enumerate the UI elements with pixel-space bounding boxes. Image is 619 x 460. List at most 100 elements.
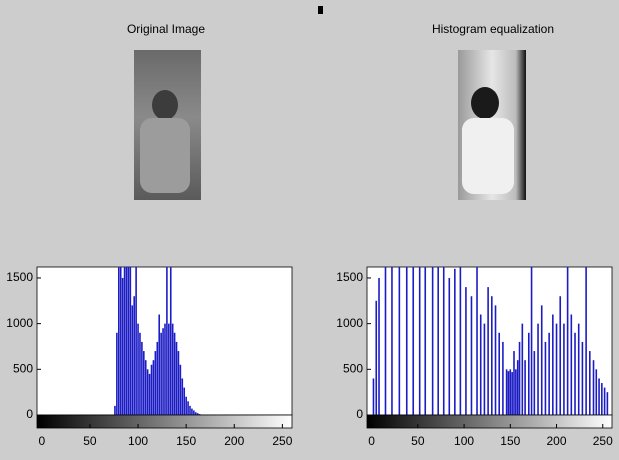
bar [424, 267, 427, 415]
bar [123, 267, 126, 415]
bar [372, 378, 375, 415]
bar [577, 323, 580, 415]
bar [459, 267, 462, 415]
bar [156, 341, 159, 415]
bar [544, 341, 547, 415]
bar [171, 323, 174, 415]
bar [179, 364, 182, 415]
bar [146, 369, 149, 415]
bar [454, 268, 456, 415]
bar [185, 396, 187, 415]
y-tick-label: 1500 [336, 270, 363, 284]
bar [570, 314, 573, 415]
bar [198, 414, 201, 415]
bar [574, 332, 576, 415]
bar [114, 405, 116, 415]
bar [476, 267, 478, 415]
y-tick-label: 0 [356, 407, 363, 421]
bar [162, 328, 164, 415]
bar [152, 360, 155, 415]
bar [405, 267, 408, 415]
bar [581, 341, 584, 415]
bar [154, 351, 157, 415]
bar [131, 305, 134, 415]
bar [559, 296, 562, 415]
bar [518, 341, 521, 415]
bar [144, 360, 147, 415]
bar [513, 351, 515, 415]
bar [121, 277, 124, 415]
bar [375, 300, 378, 415]
x-tick-label: 100 [128, 434, 148, 448]
bar [169, 267, 172, 415]
bar [511, 372, 513, 415]
bar [585, 267, 587, 415]
y-tick-label: 1000 [6, 316, 33, 330]
bar [533, 351, 536, 415]
bar [470, 296, 473, 415]
image-detail [152, 90, 178, 120]
bar [589, 351, 591, 415]
bar [129, 267, 132, 415]
bar [563, 323, 565, 415]
bar [194, 412, 197, 415]
x-tick-label: 50 [83, 434, 97, 448]
bar [384, 267, 387, 415]
image-detail [471, 87, 499, 119]
bar [516, 360, 519, 415]
x-tick-label: 150 [176, 434, 196, 448]
bar [181, 378, 184, 415]
bar [530, 267, 533, 415]
y-tick-label: 1500 [6, 270, 33, 284]
y-tick-label: 1000 [336, 316, 363, 330]
bar [191, 408, 193, 415]
bar [160, 332, 162, 415]
y-tick-label: 0 [26, 407, 33, 421]
bar [141, 341, 143, 415]
bar [164, 323, 166, 415]
bar [502, 341, 504, 415]
bar [378, 277, 380, 415]
bar [465, 287, 467, 415]
bar [175, 341, 178, 415]
x-tick-label: 0 [38, 434, 45, 448]
x-tick-label: 250 [593, 434, 613, 448]
bar [418, 267, 421, 415]
bar [127, 267, 130, 415]
x-tick-label: 200 [224, 434, 244, 448]
bar [168, 323, 170, 415]
bar [196, 413, 199, 415]
x-tick-label: 250 [272, 434, 292, 448]
bar [595, 369, 598, 415]
bar [158, 314, 161, 415]
bar [448, 277, 451, 415]
bar [487, 287, 489, 415]
bar [166, 267, 168, 415]
bar [555, 323, 558, 415]
bar [483, 323, 486, 415]
bar [133, 296, 135, 415]
bar [119, 267, 122, 415]
bar [150, 364, 153, 415]
bar [431, 267, 434, 415]
image-detail [140, 118, 190, 193]
bar [143, 351, 145, 415]
bar [187, 401, 189, 415]
x-tick-label: 100 [454, 434, 474, 448]
bar [177, 351, 180, 415]
bar [507, 371, 510, 415]
x-tick-label: 150 [500, 434, 520, 448]
x-tick-label: 50 [411, 434, 425, 448]
bar [139, 332, 141, 415]
mark [318, 6, 323, 14]
bar [552, 314, 554, 415]
x-tick-label: 0 [368, 434, 375, 448]
bar [125, 267, 128, 415]
bar [412, 267, 415, 415]
bar [193, 410, 195, 415]
bar [548, 332, 550, 415]
bar [527, 332, 530, 415]
bar [601, 383, 603, 415]
bar [509, 369, 512, 415]
bar [189, 405, 191, 415]
